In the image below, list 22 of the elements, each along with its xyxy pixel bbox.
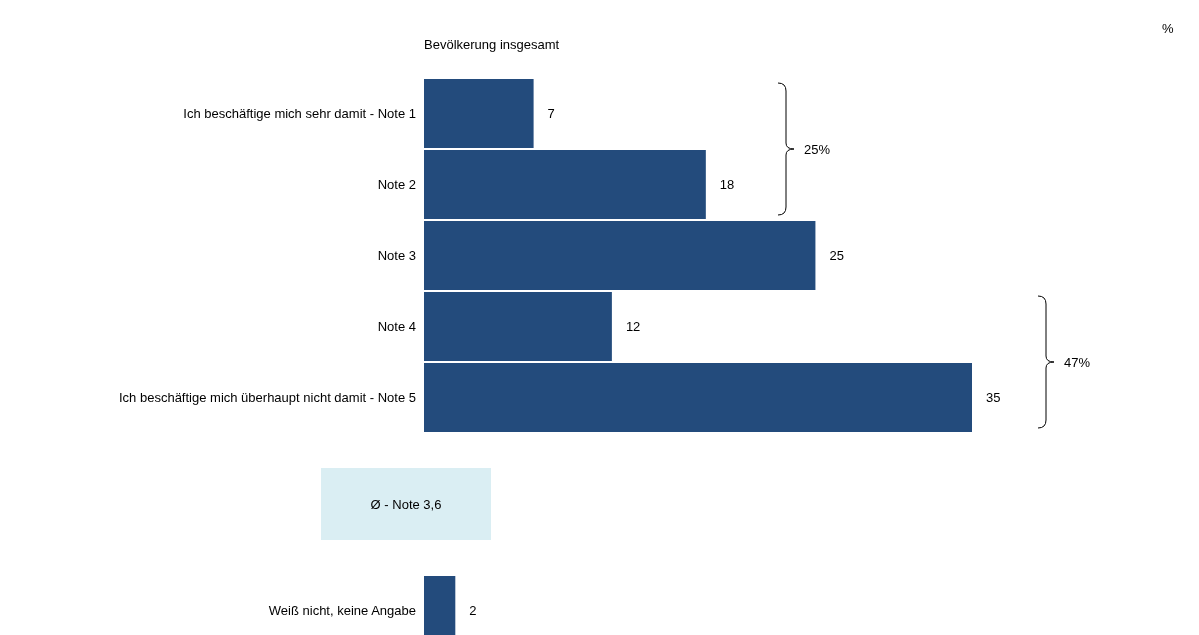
data-label: 18 xyxy=(719,177,735,193)
bar xyxy=(424,221,816,290)
data-label: 12 xyxy=(625,319,641,335)
data-label: 25 xyxy=(829,248,844,264)
data-label: 7 xyxy=(547,106,555,122)
y-tick-label: Note 2 xyxy=(377,177,416,193)
text: % xyxy=(1162,20,1174,36)
text: 47% xyxy=(1064,354,1091,370)
data-label: 2 xyxy=(469,603,477,619)
bar xyxy=(424,150,706,219)
annotation: Ø - Note 3,6 xyxy=(370,496,442,512)
annotation: 25% xyxy=(804,141,831,157)
data-label: 35 xyxy=(986,390,1001,406)
y-tick-label: Ich beschäftige mich sehr damit - Note 1 xyxy=(183,106,416,122)
bar xyxy=(424,79,534,148)
y-tick-label: Note 3 xyxy=(377,248,416,264)
y-tick-label: Weiß nicht, keine Angabe xyxy=(268,603,416,619)
chart-title: Bevölkerung insgesamt xyxy=(424,36,560,52)
y-tick-label: Note 4 xyxy=(377,319,416,335)
y-tick-label: Ich beschäftige mich überhaupt nicht damit - Note 5 xyxy=(119,390,416,406)
bar xyxy=(424,292,612,361)
bar xyxy=(424,363,972,432)
